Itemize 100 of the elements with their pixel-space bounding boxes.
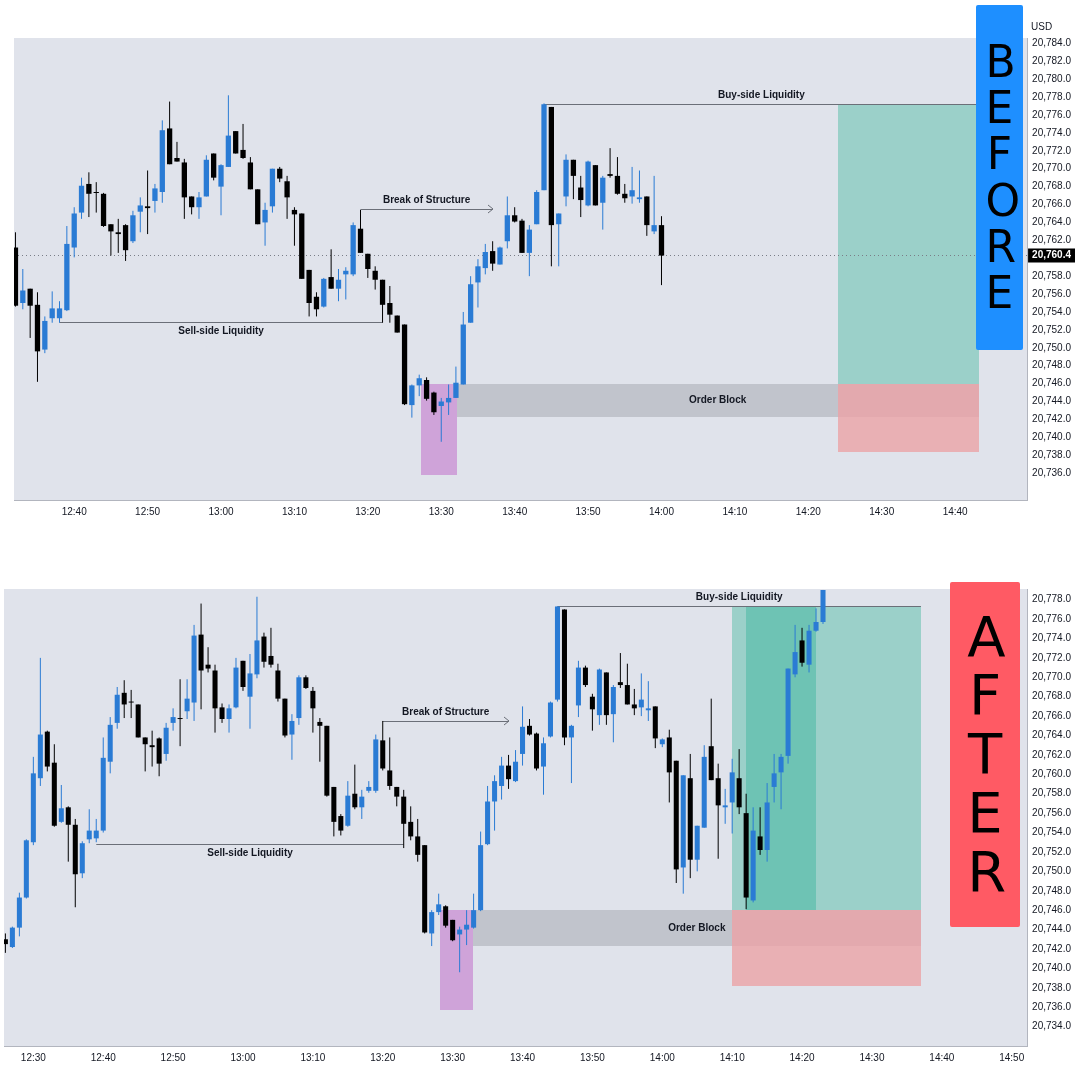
y-tick-label: 20,770.0 (1032, 162, 1072, 174)
candlestick (492, 774, 498, 832)
y-tick-label: 20,740.0 (1032, 962, 1072, 974)
candlestick (128, 689, 134, 719)
candlestick (219, 702, 225, 724)
y-tick-label: 20,758.0 (1032, 787, 1072, 799)
y-tick-label: 20,778.0 (1032, 90, 1072, 102)
candlestick (415, 818, 421, 863)
candlestick (93, 818, 99, 843)
y-tick-label: 20,738.0 (1032, 981, 1072, 993)
ref-line-label: Sell-side Liquidity (207, 847, 294, 859)
x-tick-label: 13:10 (300, 1051, 326, 1063)
y-tick-label: 20,764.0 (1032, 729, 1072, 741)
y-tick-label: 20,764.0 (1032, 216, 1072, 228)
candlestick (268, 627, 274, 669)
x-tick-label: 13:40 (510, 1051, 536, 1063)
y-tick-label: 20,768.0 (1032, 690, 1072, 702)
candlestick (471, 893, 477, 930)
candlestick (582, 665, 588, 688)
candlestick (365, 253, 371, 279)
candlestick (284, 175, 290, 220)
candlestick (174, 141, 180, 163)
candlestick (540, 736, 547, 796)
y-tick-label: 20,750.0 (1032, 341, 1072, 353)
y-tick-label: 20,768.0 (1032, 180, 1072, 192)
candlestick (556, 212, 562, 267)
candlestick (651, 175, 657, 235)
y-tick-label: 20,758.0 (1032, 269, 1072, 281)
candlestick (20, 268, 26, 310)
candlestick (436, 893, 442, 916)
candlestick (144, 170, 151, 235)
y-tick-label: 20,762.0 (1032, 234, 1072, 246)
annotation: Order Block (668, 921, 726, 933)
candlestick (416, 374, 422, 397)
candlestick (233, 130, 239, 154)
candlestick (409, 384, 415, 419)
y-tick-label: 20,756.0 (1032, 806, 1072, 818)
candlestick (27, 288, 33, 339)
x-tick-label: 13:20 (370, 1051, 396, 1063)
y-tick-label: 20,740.0 (1032, 431, 1072, 443)
y-tick-label: 20,742.0 (1032, 942, 1072, 954)
ref-line-label: Break of Structure (402, 706, 490, 718)
x-tick-label: 12:40 (61, 505, 88, 517)
y-tick-label: 20,774.0 (1032, 632, 1072, 644)
y-tick-label: 20,778.0 (1032, 593, 1072, 605)
x-tick-label: 13:50 (575, 505, 602, 517)
x-tick-label: 12:40 (90, 1051, 117, 1063)
x-tick-label: 13:00 (230, 1051, 256, 1063)
candlestick (638, 672, 644, 717)
candlestick (475, 258, 481, 308)
y-tick-label: 20,744.0 (1032, 395, 1072, 407)
y-tick-label: 20,782.0 (1032, 55, 1072, 67)
y-tick-label: 20,752.0 (1032, 845, 1072, 857)
candlestick (431, 391, 437, 416)
candlestick (799, 627, 805, 668)
x-tick-label: 14:20 (789, 1051, 815, 1063)
y-tick-label: 20,776.0 (1032, 108, 1072, 120)
candlestick (490, 240, 496, 272)
candlestick (771, 753, 777, 803)
y-tick-label: 20,756.0 (1032, 287, 1072, 299)
candlestick (152, 183, 158, 214)
candlestick (636, 170, 643, 204)
x-tick-label: 13:00 (208, 505, 234, 517)
text: AFTER (967, 603, 1007, 904)
ref-line-label: Sell-side Liquidity (178, 325, 265, 337)
y-tick-label: 20,748.0 (1032, 884, 1072, 896)
candlestick (86, 808, 92, 844)
candlestick (289, 713, 295, 761)
x-tick-label: 13:20 (355, 505, 381, 517)
candlestick (4, 932, 8, 954)
candlestick (513, 749, 519, 783)
ref-line-label: Buy-side Liquidity (695, 591, 783, 603)
candlestick (310, 686, 316, 734)
y-tick-label: 20,762.0 (1032, 748, 1072, 760)
x-tick-label: 14:10 (719, 1051, 746, 1063)
y-tick-label: 20,748.0 (1032, 359, 1072, 371)
candlestick (629, 166, 635, 205)
candlestick (142, 736, 148, 772)
x-tick-label: 14:10 (722, 505, 748, 517)
y-tick-label: 20,766.0 (1032, 198, 1072, 210)
y-tick-label: 20,770.0 (1032, 671, 1072, 683)
candlestick (184, 678, 190, 720)
candlestick (177, 678, 183, 747)
candlestick (813, 607, 819, 633)
y-tick-label: 20,750.0 (1032, 865, 1072, 877)
y-tick-label: 20,734.0 (1032, 1020, 1072, 1032)
candlestick (115, 218, 121, 254)
candlestick (137, 196, 143, 233)
candlestick (56, 300, 63, 324)
y-tick-label: 20,752.0 (1032, 323, 1072, 335)
candlestick (218, 163, 224, 216)
x-tick-label: 14:20 (795, 505, 822, 517)
candlestick (482, 243, 488, 275)
y-tick-label: 20,766.0 (1032, 709, 1072, 721)
candlestick (93, 181, 99, 214)
candlestick (589, 693, 595, 732)
candlestick (645, 680, 651, 722)
y-tick-label: 20,746.0 (1032, 377, 1072, 389)
y-tick-label: 20,780.0 (1032, 72, 1072, 84)
candlestick (453, 366, 459, 399)
